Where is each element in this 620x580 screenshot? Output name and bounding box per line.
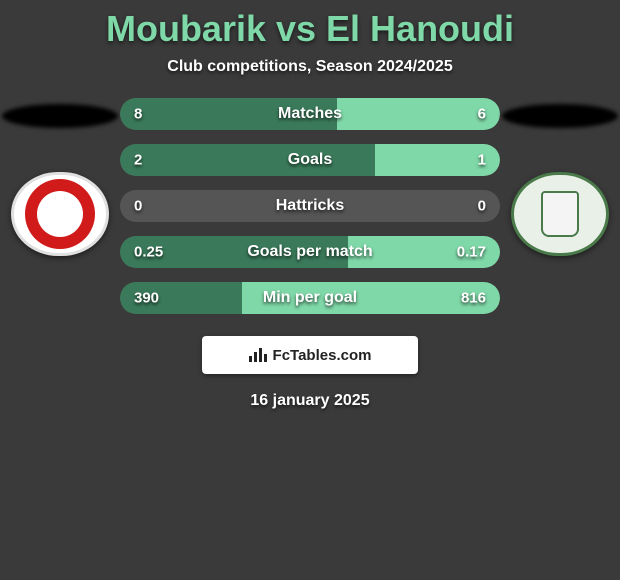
team-badge-left	[11, 172, 109, 256]
shadow-ellipse-right	[502, 104, 618, 128]
stat-bar: 86Matches	[120, 98, 500, 130]
shadow-ellipse-left	[2, 104, 118, 128]
page-title: Moubarik vs El Hanoudi	[106, 8, 514, 50]
stat-bar: 0.250.17Goals per match	[120, 236, 500, 268]
comparison-panel: 86Matches 21Goals 00Hattricks 0.250.17Goals…	[0, 98, 620, 314]
stat-label: Min per goal	[120, 289, 500, 307]
stat-label: Goals	[120, 151, 500, 169]
stat-bars: 86Matches 21Goals 00Hattricks 0.250.17Goals…	[120, 98, 500, 314]
date-label: 16 january 2025	[250, 392, 369, 410]
stat-bar: 390816Min per goal	[120, 282, 500, 314]
subtitle: Club competitions, Season 2024/2025	[167, 58, 452, 76]
right-side	[500, 98, 620, 256]
stat-bar: 21Goals	[120, 144, 500, 176]
stat-label: Matches	[120, 105, 500, 123]
chart-icon	[249, 348, 267, 362]
stat-bar: 00Hattricks	[120, 190, 500, 222]
stat-label: Hattricks	[120, 197, 500, 215]
brand-badge: FcTables.com	[202, 336, 418, 374]
brand-text: FcTables.com	[273, 347, 372, 364]
team-badge-right	[511, 172, 609, 256]
left-side	[0, 98, 120, 256]
stat-label: Goals per match	[120, 243, 500, 261]
